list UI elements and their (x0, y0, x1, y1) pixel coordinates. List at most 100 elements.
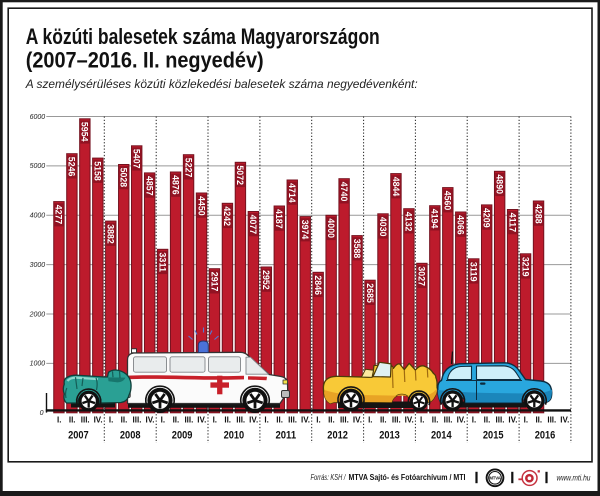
svg-text:2011: 2011 (276, 429, 297, 441)
svg-text:5954: 5954 (80, 122, 90, 142)
svg-text:II.: II. (328, 416, 335, 425)
svg-text:IV.: IV. (301, 416, 310, 425)
svg-text:II.: II. (535, 416, 542, 425)
svg-text:II.: II. (224, 416, 231, 425)
svg-text:IV.: IV. (94, 416, 103, 425)
svg-text:5246: 5246 (67, 157, 77, 177)
svg-text:III.: III. (547, 416, 556, 425)
svg-text:II.: II. (432, 416, 439, 425)
svg-text:MTVA Sajtó- és Fotóarchívum /: MTVA Sajtó- és Fotóarchívum / MTI (349, 472, 466, 482)
svg-text:5158: 5158 (93, 161, 103, 181)
svg-text:4450: 4450 (196, 196, 206, 216)
svg-text:A személysérüléses közúti közl: A személysérüléses közúti közlekedési ba… (25, 77, 418, 91)
svg-text:6000: 6000 (30, 114, 46, 121)
svg-text:2846: 2846 (313, 275, 323, 295)
svg-text:4890: 4890 (494, 174, 504, 194)
svg-text:4030: 4030 (378, 217, 388, 237)
svg-text:3311: 3311 (157, 252, 167, 272)
svg-text:www.mti.hu: www.mti.hu (557, 473, 591, 483)
svg-text:I.: I. (264, 416, 268, 425)
svg-text:IV.: IV. (197, 416, 206, 425)
svg-text:3974: 3974 (300, 220, 310, 240)
svg-text:3000: 3000 (30, 262, 46, 269)
svg-text:2015: 2015 (483, 429, 504, 441)
svg-text:2014: 2014 (431, 429, 452, 441)
svg-text:Forrás: KSH /: Forrás: KSH / (311, 472, 347, 482)
svg-text:3219: 3219 (520, 257, 530, 277)
svg-text:2008: 2008 (120, 429, 141, 441)
svg-text:4077: 4077 (248, 215, 258, 235)
svg-text:3027: 3027 (417, 266, 427, 286)
svg-text:4714: 4714 (287, 183, 297, 203)
svg-text:II.: II. (484, 416, 491, 425)
svg-text:3588: 3588 (352, 239, 362, 259)
svg-text:I.: I. (420, 416, 424, 425)
svg-text:2952: 2952 (261, 270, 271, 290)
svg-text:III.: III. (496, 416, 505, 425)
svg-text:II.: II. (69, 416, 76, 425)
svg-text:(2007–2016. II. negyedév): (2007–2016. II. negyedév) (26, 47, 264, 72)
svg-text:1000: 1000 (30, 361, 46, 368)
svg-text:4194: 4194 (430, 209, 440, 229)
svg-text:A közúti balesetek száma Magya: A közúti balesetek száma Magyarországon (26, 24, 380, 49)
svg-text:0: 0 (40, 410, 44, 417)
svg-text:I.: I. (472, 416, 476, 425)
svg-text:4066: 4066 (456, 215, 466, 235)
svg-text:4288: 4288 (533, 204, 543, 224)
svg-text:III.: III. (133, 416, 142, 425)
svg-text:5028: 5028 (119, 168, 129, 188)
svg-text:III.: III. (444, 416, 453, 425)
svg-text:5407: 5407 (132, 149, 142, 169)
svg-text:4740: 4740 (339, 182, 349, 202)
svg-text:I.: I. (524, 416, 528, 425)
svg-text:4560: 4560 (443, 191, 453, 211)
svg-text:I.: I. (213, 416, 217, 425)
svg-text:3119: 3119 (469, 262, 479, 282)
svg-text:IV.: IV. (457, 416, 466, 425)
svg-text:4876: 4876 (170, 175, 180, 195)
svg-text:4209: 4209 (481, 208, 491, 228)
svg-text:II.: II. (276, 416, 283, 425)
svg-text:III.: III. (340, 416, 349, 425)
svg-text:2007: 2007 (68, 429, 89, 441)
svg-text:I.: I. (109, 416, 113, 425)
svg-text:4000: 4000 (30, 213, 46, 220)
svg-text:III.: III. (81, 416, 90, 425)
svg-text:4132: 4132 (404, 212, 414, 232)
svg-text:I.: I. (161, 416, 165, 425)
svg-text:IV.: IV. (145, 416, 154, 425)
svg-text:IV.: IV. (249, 416, 258, 425)
svg-text:III.: III. (236, 416, 245, 425)
svg-text:IV.: IV. (560, 416, 569, 425)
svg-text:4857: 4857 (144, 176, 154, 196)
svg-text:2010: 2010 (224, 429, 245, 441)
svg-text:4242: 4242 (222, 206, 232, 226)
svg-text:IV.: IV. (353, 416, 362, 425)
svg-text:III.: III. (392, 416, 401, 425)
svg-text:II.: II. (173, 416, 180, 425)
svg-text:2013: 2013 (379, 429, 400, 441)
svg-text:3882: 3882 (106, 224, 116, 244)
svg-text:III.: III. (288, 416, 297, 425)
svg-text:5000: 5000 (30, 163, 46, 170)
svg-text:2012: 2012 (327, 429, 348, 441)
svg-text:5072: 5072 (235, 165, 245, 185)
svg-text:I.: I. (316, 416, 320, 425)
svg-text:I.: I. (368, 416, 372, 425)
svg-text:2009: 2009 (172, 429, 193, 441)
svg-text:IV.: IV. (405, 416, 414, 425)
svg-text:2000: 2000 (29, 311, 46, 318)
svg-text:2016: 2016 (535, 429, 556, 441)
svg-text:4000: 4000 (326, 218, 336, 238)
svg-text:4844: 4844 (391, 177, 401, 197)
svg-text:I.: I. (57, 416, 61, 425)
svg-text:II.: II. (380, 416, 387, 425)
svg-text:2917: 2917 (209, 272, 219, 292)
svg-text:MTVA: MTVA (489, 475, 501, 480)
svg-text:5227: 5227 (183, 158, 193, 178)
svg-text:4187: 4187 (274, 209, 284, 229)
svg-text:4117: 4117 (507, 213, 517, 233)
svg-text:2685: 2685 (365, 283, 375, 303)
svg-text:4277: 4277 (54, 205, 64, 225)
svg-text:II.: II. (121, 416, 128, 425)
